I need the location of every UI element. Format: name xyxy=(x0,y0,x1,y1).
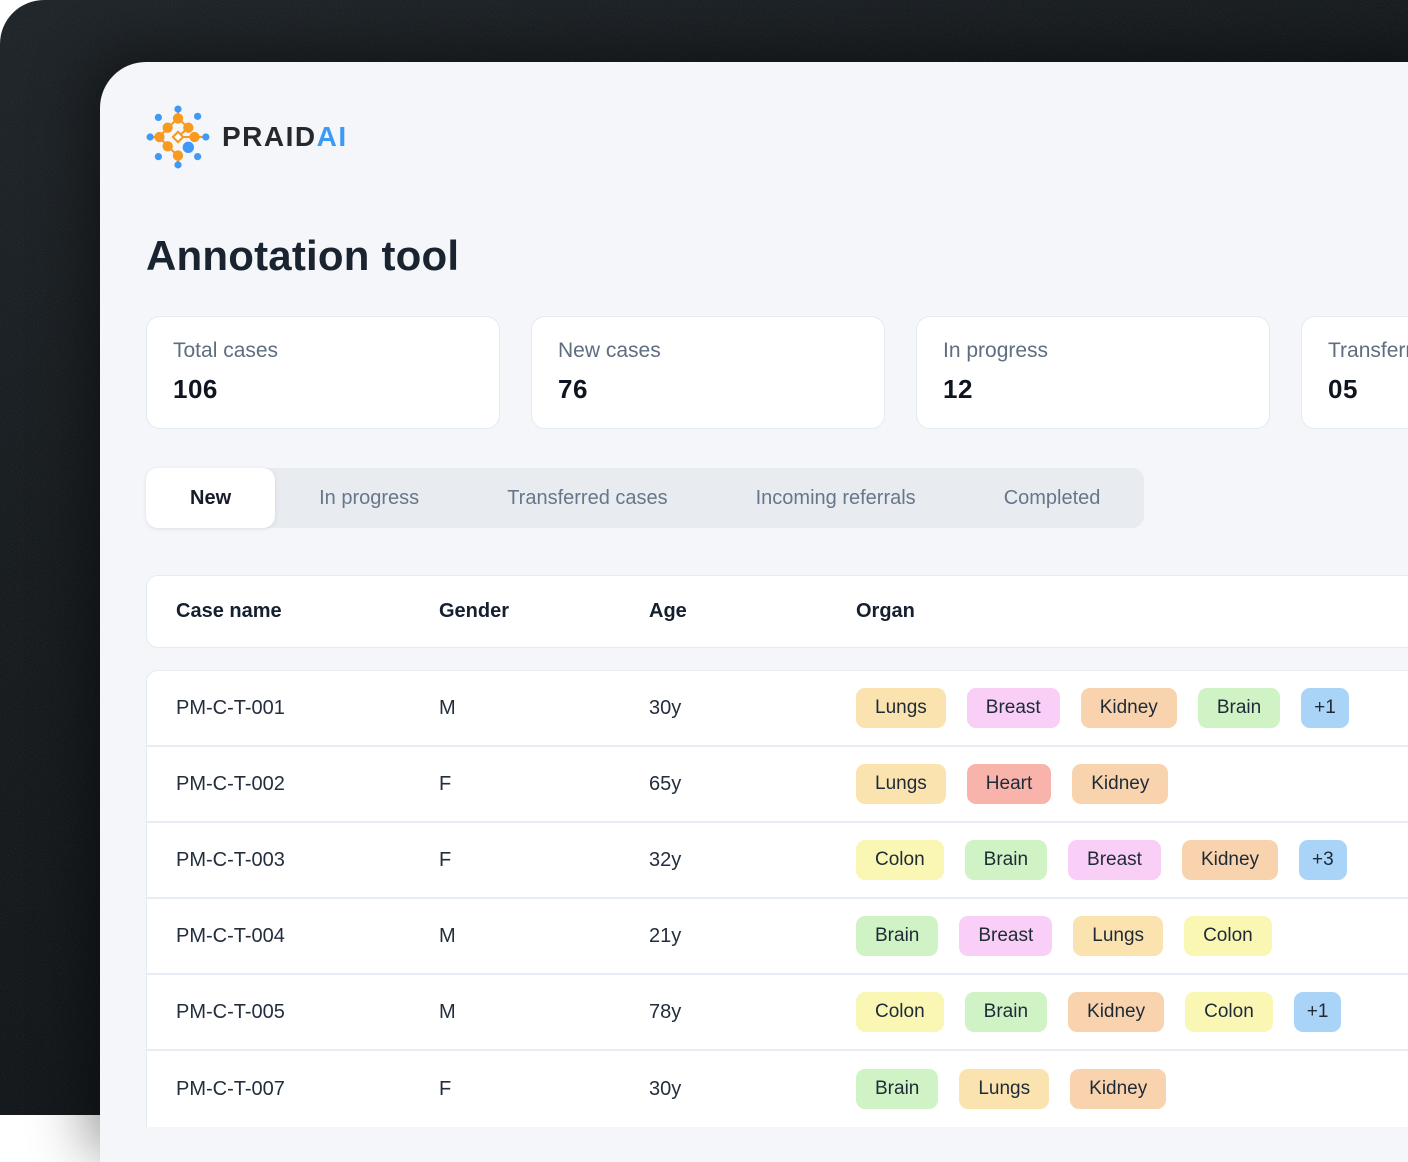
cell-case-name: PM-C-T-003 xyxy=(176,848,285,871)
organ-tag-kidney: Kidney xyxy=(1072,764,1169,804)
organ-tag-lungs: Lungs xyxy=(856,764,946,804)
organ-tags: Lungs Breast Kidney Brain +1 xyxy=(856,688,1408,728)
tab-completed[interactable]: Completed xyxy=(1003,487,1101,509)
wordmark-primary: PRAID xyxy=(222,121,317,152)
stat-label: Total cases xyxy=(173,339,279,362)
brand-logo: PRAIDAI xyxy=(146,104,1408,170)
case-table: PM-C-T-001 M 30y Lungs Breast Kidney Brain +1 PM… xyxy=(146,670,1408,1127)
cell-age: 78y xyxy=(649,1000,682,1023)
stat-value: 106 xyxy=(173,374,218,404)
stat-value: 05 xyxy=(1328,374,1358,404)
organ-tag-kidney: Kidney xyxy=(1070,1069,1167,1109)
cell-gender: F xyxy=(439,1077,452,1100)
organ-tag-kidney: Kidney xyxy=(1080,688,1177,728)
more-organs-badge[interactable]: +1 xyxy=(1293,992,1342,1032)
cell-age: 65y xyxy=(649,772,682,795)
app-window: PRAIDAI Annotation tool Total cases 106 Ne… xyxy=(100,62,1408,1162)
cell-case-name: PM-C-T-005 xyxy=(176,1000,285,1023)
column-header-gender: Gender xyxy=(439,600,510,622)
table-row[interactable]: PM-C-T-001 M 30y Lungs Breast Kidney Brain +1 xyxy=(147,671,1408,747)
cell-age: 32y xyxy=(649,848,682,871)
cell-age: 30y xyxy=(649,696,682,719)
table-row[interactable]: PM-C-T-002 F 65y Lungs Heart Kidney xyxy=(147,747,1408,823)
organ-tag-colon: Colon xyxy=(856,840,944,880)
organ-tag-kidney: Kidney xyxy=(1181,840,1279,880)
brand-wordmark: PRAIDAI xyxy=(222,121,348,153)
organ-tag-kidney: Kidney xyxy=(1068,992,1165,1032)
tab-transferred-cases[interactable]: Transferred cases xyxy=(507,487,668,509)
cell-case-name: PM-C-T-002 xyxy=(176,772,285,795)
cell-age: 30y xyxy=(649,1077,682,1100)
column-header-age: Age xyxy=(649,600,687,622)
cell-gender: M xyxy=(439,1000,456,1023)
organ-tag-colon: Colon xyxy=(1184,916,1272,956)
tab-incoming-referrals[interactable]: Incoming referrals xyxy=(755,487,916,509)
table-row[interactable]: PM-C-T-007 F 30y Brain Lungs Kidney xyxy=(147,1051,1408,1127)
organ-tag-lungs: Lungs xyxy=(856,688,946,728)
table-row[interactable]: PM-C-T-004 M 21y Brain Breast Lungs Colon xyxy=(147,899,1408,975)
praid-network-logo-icon xyxy=(146,105,210,169)
stat-label: In progress xyxy=(943,339,1049,362)
page-title: Annotation tool xyxy=(146,232,460,279)
organ-tag-breast: Breast xyxy=(1068,840,1161,880)
organ-tag-lungs: Lungs xyxy=(1073,916,1164,956)
tab-bar: New In progress Transferred cases Incoming … xyxy=(146,468,1145,528)
stat-label: Transferred xyxy=(1328,339,1408,362)
stat-card-transferred: Transferred 05 xyxy=(1301,316,1408,429)
organ-tags: Brain Breast Lungs Colon xyxy=(856,916,1408,956)
column-header-organ: Organ xyxy=(856,600,915,622)
table-header: Case name Gender Age Organ xyxy=(146,575,1408,648)
stats-row: Total cases 106 New cases 76 In progress 12 Tr… xyxy=(146,316,1408,429)
organ-tag-heart: Heart xyxy=(966,764,1052,804)
stat-card-total-cases: Total cases 106 xyxy=(146,316,500,429)
organ-tag-breast: Breast xyxy=(959,916,1053,956)
stat-card-new-cases: New cases 76 xyxy=(531,316,885,429)
stat-value: 76 xyxy=(558,374,588,404)
cell-gender: F xyxy=(439,848,452,871)
more-organs-badge[interactable]: +1 xyxy=(1301,688,1349,728)
cell-gender: M xyxy=(439,696,456,719)
organ-tag-brain: Brain xyxy=(1197,688,1281,728)
tab-in-progress[interactable]: In progress xyxy=(319,487,420,509)
organ-tag-lungs: Lungs xyxy=(959,1069,1050,1109)
cell-gender: M xyxy=(439,924,456,947)
cell-gender: F xyxy=(439,772,452,795)
organ-tag-colon: Colon xyxy=(1185,992,1273,1032)
more-organs-badge[interactable]: +3 xyxy=(1299,840,1347,880)
table-row[interactable]: PM-C-T-003 F 32y Colon Brain Breast Kidney +3 xyxy=(147,823,1408,899)
organ-tags: Colon Brain Kidney Colon +1 xyxy=(856,992,1408,1032)
organ-tag-colon: Colon xyxy=(856,992,944,1032)
organ-tags: Brain Lungs Kidney xyxy=(856,1069,1408,1109)
cell-case-name: PM-C-T-004 xyxy=(176,924,285,947)
organ-tag-brain: Brain xyxy=(856,1069,939,1109)
stat-value: 12 xyxy=(943,374,973,404)
organ-tag-brain: Brain xyxy=(964,992,1048,1032)
wordmark-accent: AI xyxy=(316,121,348,152)
organ-tag-brain: Brain xyxy=(856,916,939,956)
organ-tags: Lungs Heart Kidney xyxy=(856,764,1408,804)
stat-card-in-progress: In progress 12 xyxy=(916,316,1270,429)
organ-tags: Colon Brain Breast Kidney +3 xyxy=(856,840,1408,880)
column-header-case-name: Case name xyxy=(176,600,282,622)
stat-label: New cases xyxy=(558,339,661,362)
organ-tag-breast: Breast xyxy=(966,688,1060,728)
organ-tag-brain: Brain xyxy=(964,840,1048,880)
cell-age: 21y xyxy=(649,924,682,947)
cell-case-name: PM-C-T-001 xyxy=(176,696,285,719)
cell-case-name: PM-C-T-007 xyxy=(176,1077,285,1100)
table-row[interactable]: PM-C-T-005 M 78y Colon Brain Kidney Colon +1 xyxy=(147,975,1408,1051)
tab-new[interactable]: New xyxy=(146,468,276,528)
